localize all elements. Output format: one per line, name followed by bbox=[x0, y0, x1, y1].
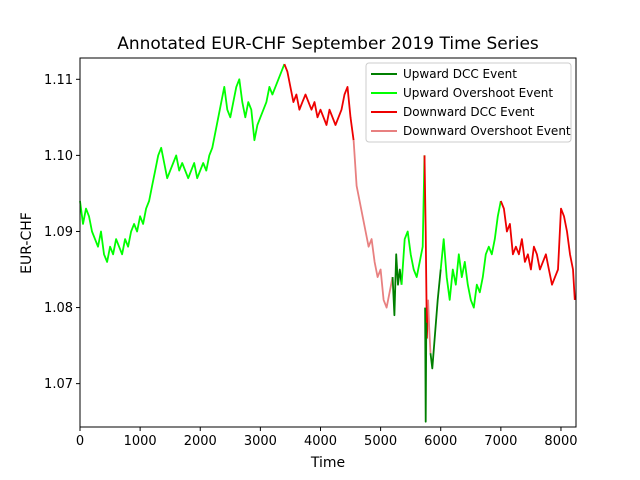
legend-box bbox=[365, 62, 572, 143]
legend-label: Downward Overshoot Event bbox=[403, 124, 571, 138]
series-segment-8 bbox=[427, 299, 432, 354]
series-segment-10 bbox=[439, 200, 502, 309]
legend: Upward DCC Event Upward Overshoot Event Do… bbox=[365, 62, 572, 143]
legend-items: Upward DCC Event Upward Overshoot Event Do… bbox=[371, 67, 571, 138]
series-segment-4 bbox=[391, 253, 403, 317]
x-axis-title: Time bbox=[310, 455, 345, 471]
legend-label: Upward DCC Event bbox=[403, 67, 517, 81]
series-segment-7 bbox=[424, 307, 428, 423]
y-tick-label: 1.07 bbox=[44, 377, 73, 392]
series-segment-5 bbox=[400, 155, 426, 285]
plot-frame bbox=[79, 57, 577, 428]
x-tick-label: 4000 bbox=[304, 434, 337, 449]
y-tick-label: 1.10 bbox=[44, 149, 73, 164]
series-segment-2 bbox=[283, 63, 355, 141]
y-tick-label: 1.11 bbox=[44, 73, 73, 88]
legend-label: Upward Overshoot Event bbox=[403, 86, 553, 100]
series-segment-9 bbox=[429, 269, 442, 370]
x-tick-label: 7000 bbox=[484, 434, 517, 449]
x-tick-label: 2000 bbox=[184, 434, 217, 449]
y-tick-label: 1.09 bbox=[44, 225, 73, 240]
x-tick-label: 5000 bbox=[364, 434, 397, 449]
y-axis-title: EUR-CHF bbox=[19, 212, 35, 274]
series-layer bbox=[79, 63, 576, 423]
x-tick-label: 8000 bbox=[544, 434, 577, 449]
x-tick-label: 6000 bbox=[424, 434, 457, 449]
chart-title: Annotated EUR-CHF September 2019 Time Se… bbox=[117, 34, 539, 54]
x-tick-label: 0 bbox=[76, 434, 84, 449]
axes-layer: 0 1000 2000 3000 4000 5000 6000 7000 8000 1.07 1.0… bbox=[44, 73, 577, 449]
legend-label: Downward DCC Event bbox=[403, 105, 535, 119]
series-segment-11 bbox=[499, 200, 576, 300]
series-segment-3 bbox=[352, 140, 394, 309]
series-segment-6 bbox=[423, 155, 429, 339]
y-tick-label: 1.08 bbox=[44, 301, 73, 316]
series-segment-1 bbox=[79, 63, 286, 263]
x-tick-label: 3000 bbox=[244, 434, 277, 449]
x-tick-label: 1000 bbox=[124, 434, 157, 449]
